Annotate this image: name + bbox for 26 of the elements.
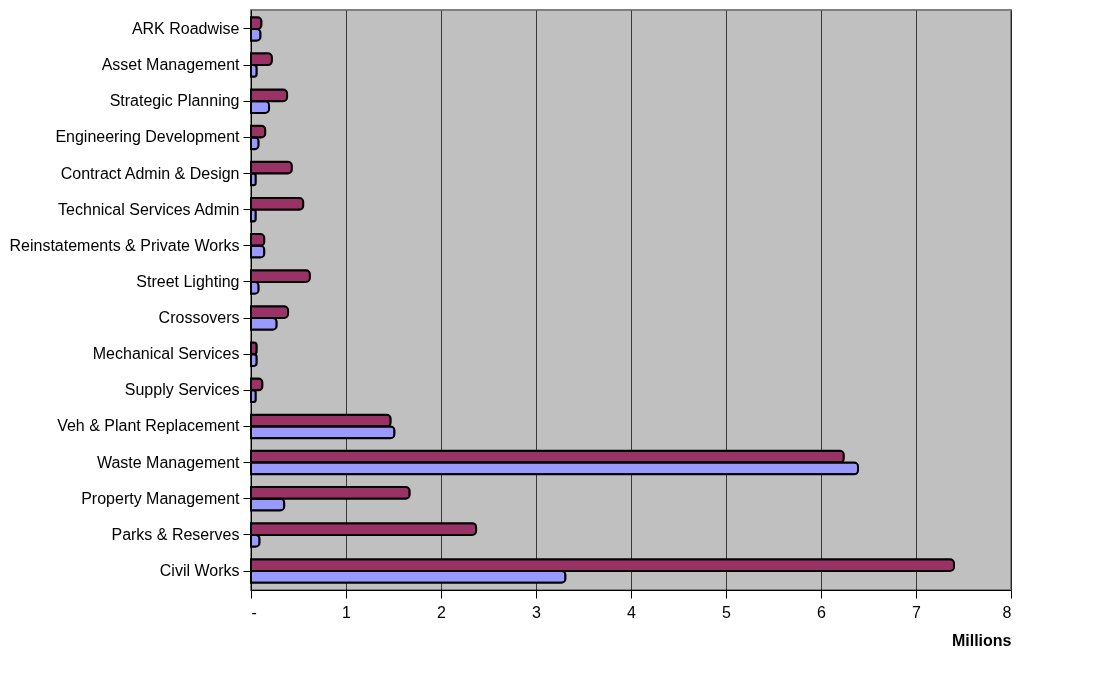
y-tick-label: Contract Admin & Design: [60, 164, 240, 182]
y-tick-label: Technical Services Admin: [58, 200, 240, 218]
x-tick-label: 2: [437, 603, 447, 621]
x-tick-label: 7: [912, 603, 922, 621]
x-axis-title: Millions: [951, 631, 1012, 649]
x-tick-label: 5: [722, 603, 732, 621]
y-tick-label: Engineering Development: [55, 128, 241, 146]
x-tick-label: 1: [342, 603, 352, 621]
y-tick-label: Supply Services: [124, 381, 240, 399]
x-tick-label: 6: [817, 603, 827, 621]
y-tick-label: Property Management: [81, 489, 241, 507]
y-tick-label: Strategic Planning: [109, 92, 240, 110]
y-tick-label: Mechanical Services: [92, 345, 240, 363]
y-tick-label: Street Lighting: [136, 272, 240, 290]
y-tick-label: Civil Works: [159, 562, 240, 580]
x-tick-label: 8: [1002, 603, 1012, 621]
y-tick-label: Veh & Plant Replacement: [57, 417, 241, 435]
y-tick-label: Parks & Reserves: [111, 525, 240, 543]
x-tick-label: 4: [627, 603, 637, 621]
x-tick-label: -: [251, 603, 257, 621]
y-tick-label: Waste Management: [96, 453, 241, 471]
y-tick-label: Reinstatements & Private Works: [9, 236, 240, 254]
x-tick-label: 3: [532, 603, 542, 621]
y-tick-label: Asset Management: [101, 56, 241, 74]
y-tick-label: Crossovers: [158, 309, 240, 327]
y-tick-label: ARK Roadwise: [131, 19, 240, 37]
